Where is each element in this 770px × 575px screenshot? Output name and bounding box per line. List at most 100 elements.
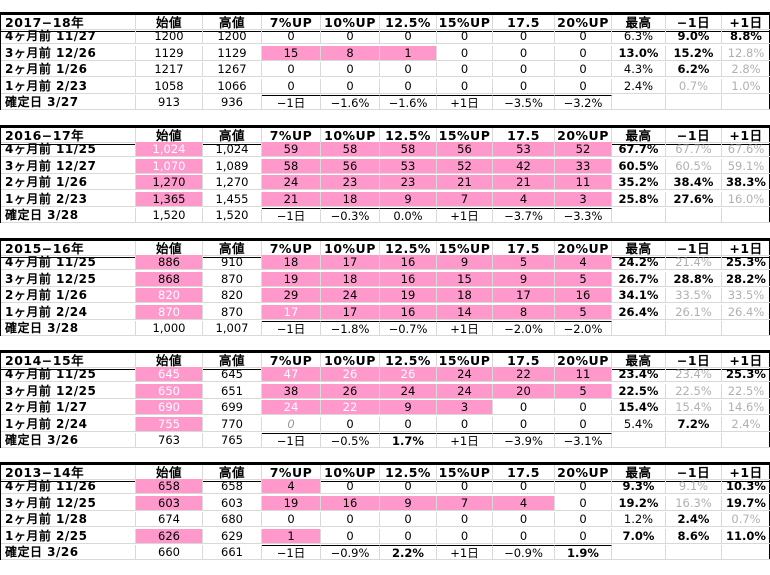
- data-cell[interactable]: 18: [321, 191, 380, 207]
- data-cell[interactable]: −0.9%: [493, 545, 555, 560]
- data-cell[interactable]: 4: [493, 191, 555, 207]
- column-header[interactable]: −1日: [666, 465, 722, 480]
- data-cell[interactable]: 626: [136, 528, 203, 544]
- data-cell[interactable]: [722, 95, 770, 110]
- data-cell[interactable]: 1,270: [203, 175, 262, 191]
- data-cell[interactable]: 24: [380, 383, 437, 399]
- data-cell[interactable]: 0: [555, 416, 612, 432]
- data-cell[interactable]: 645: [203, 367, 262, 383]
- data-cell[interactable]: 67.6%: [722, 142, 770, 158]
- data-cell[interactable]: 58: [380, 142, 437, 158]
- data-cell[interactable]: 1,007: [203, 321, 262, 336]
- data-cell[interactable]: 0: [380, 78, 437, 94]
- data-cell[interactable]: −1日: [262, 95, 321, 110]
- column-header[interactable]: 20%UP: [555, 15, 612, 30]
- data-cell[interactable]: [666, 433, 722, 448]
- data-cell[interactable]: 0: [262, 416, 321, 432]
- column-header[interactable]: 12.5%: [380, 241, 437, 256]
- data-cell[interactable]: 26: [380, 367, 437, 383]
- data-cell[interactable]: 16: [555, 288, 612, 304]
- column-header[interactable]: 10%UP: [321, 241, 380, 256]
- data-cell[interactable]: 15.4%: [666, 400, 722, 416]
- data-cell[interactable]: 0.7%: [722, 512, 770, 528]
- data-cell[interactable]: 24.2%: [612, 255, 666, 271]
- data-cell[interactable]: 15.4%: [612, 400, 666, 416]
- data-cell[interactable]: 650: [136, 383, 203, 399]
- data-cell[interactable]: 60.5%: [612, 158, 666, 174]
- data-cell[interactable]: 770: [203, 416, 262, 432]
- data-cell[interactable]: 60.5%: [666, 158, 722, 174]
- column-header[interactable]: 高値: [203, 15, 262, 30]
- data-cell[interactable]: 0: [493, 45, 555, 61]
- row-label[interactable]: 確定日 3/26: [1, 433, 136, 448]
- column-header[interactable]: 15%UP: [437, 241, 493, 256]
- data-cell[interactable]: 1.7%: [380, 433, 437, 448]
- data-cell[interactable]: 52: [437, 158, 493, 174]
- data-cell[interactable]: 1,365: [136, 191, 203, 207]
- data-cell[interactable]: 15: [437, 271, 493, 287]
- data-cell[interactable]: 0: [380, 416, 437, 432]
- data-cell[interactable]: 913: [136, 95, 203, 110]
- data-cell[interactable]: 9: [380, 191, 437, 207]
- data-cell[interactable]: 24: [321, 288, 380, 304]
- row-label[interactable]: 3ヶ月前 12/25: [1, 495, 136, 511]
- data-cell[interactable]: −1.8%: [321, 321, 380, 336]
- data-cell[interactable]: 58: [321, 142, 380, 158]
- column-header[interactable]: 10%UP: [321, 465, 380, 480]
- data-cell[interactable]: 868: [136, 271, 203, 287]
- column-header[interactable]: 15%UP: [437, 128, 493, 143]
- data-cell[interactable]: 35.2%: [612, 175, 666, 191]
- data-cell[interactable]: 5: [493, 255, 555, 271]
- data-cell[interactable]: 680: [203, 512, 262, 528]
- data-cell[interactable]: 0: [493, 479, 555, 495]
- data-cell[interactable]: 0: [555, 62, 612, 78]
- data-cell[interactable]: 870: [203, 304, 262, 320]
- data-cell[interactable]: 9: [380, 495, 437, 511]
- data-cell[interactable]: 42: [493, 158, 555, 174]
- data-cell[interactable]: 26.4%: [612, 304, 666, 320]
- data-cell[interactable]: 0: [262, 62, 321, 78]
- data-cell[interactable]: 660: [136, 545, 203, 560]
- row-label[interactable]: 1ヶ月前 2/25: [1, 528, 136, 544]
- row-label[interactable]: 確定日 3/26: [1, 545, 136, 560]
- data-cell[interactable]: 53: [380, 158, 437, 174]
- data-cell[interactable]: 1.2%: [612, 512, 666, 528]
- data-cell[interactable]: 59: [262, 142, 321, 158]
- data-cell[interactable]: 5.4%: [612, 416, 666, 432]
- row-label[interactable]: 3ヶ月前 12/26: [1, 45, 136, 61]
- row-label[interactable]: 確定日 3/28: [1, 208, 136, 223]
- data-cell[interactable]: 820: [136, 288, 203, 304]
- column-header[interactable]: 15%UP: [437, 465, 493, 480]
- column-header[interactable]: 17.5: [493, 465, 555, 480]
- data-cell[interactable]: 658: [203, 479, 262, 495]
- data-cell[interactable]: 18: [321, 271, 380, 287]
- data-cell[interactable]: 38.4%: [666, 175, 722, 191]
- data-cell[interactable]: 33: [555, 158, 612, 174]
- data-cell[interactable]: 9.1%: [666, 479, 722, 495]
- data-cell[interactable]: 0: [262, 512, 321, 528]
- data-cell[interactable]: 22.5%: [722, 384, 770, 399]
- data-cell[interactable]: 53: [493, 142, 555, 158]
- data-cell[interactable]: 1.0%: [722, 79, 770, 94]
- data-cell[interactable]: 0: [555, 29, 612, 45]
- data-cell[interactable]: 0: [437, 29, 493, 45]
- data-cell[interactable]: 5: [555, 304, 612, 320]
- data-cell[interactable]: 25.8%: [612, 191, 666, 207]
- data-cell[interactable]: 6.3%: [612, 29, 666, 45]
- data-cell[interactable]: 5: [555, 383, 612, 399]
- data-cell[interactable]: 1058: [136, 78, 203, 94]
- data-cell[interactable]: +1日: [437, 545, 493, 560]
- data-cell[interactable]: −0.3%: [321, 208, 380, 223]
- data-cell[interactable]: 0: [437, 45, 493, 61]
- data-cell[interactable]: 765: [203, 433, 262, 448]
- data-cell[interactable]: 0: [555, 45, 612, 61]
- data-cell[interactable]: 1066: [203, 78, 262, 94]
- data-cell[interactable]: 24: [262, 400, 321, 416]
- data-cell[interactable]: 14: [437, 304, 493, 320]
- data-cell[interactable]: 870: [136, 304, 203, 320]
- data-cell[interactable]: 603: [203, 495, 262, 511]
- column-header[interactable]: 20%UP: [555, 353, 612, 368]
- data-cell[interactable]: 8.6%: [666, 528, 722, 544]
- data-cell[interactable]: 29: [262, 288, 321, 304]
- data-cell[interactable]: 0: [555, 479, 612, 495]
